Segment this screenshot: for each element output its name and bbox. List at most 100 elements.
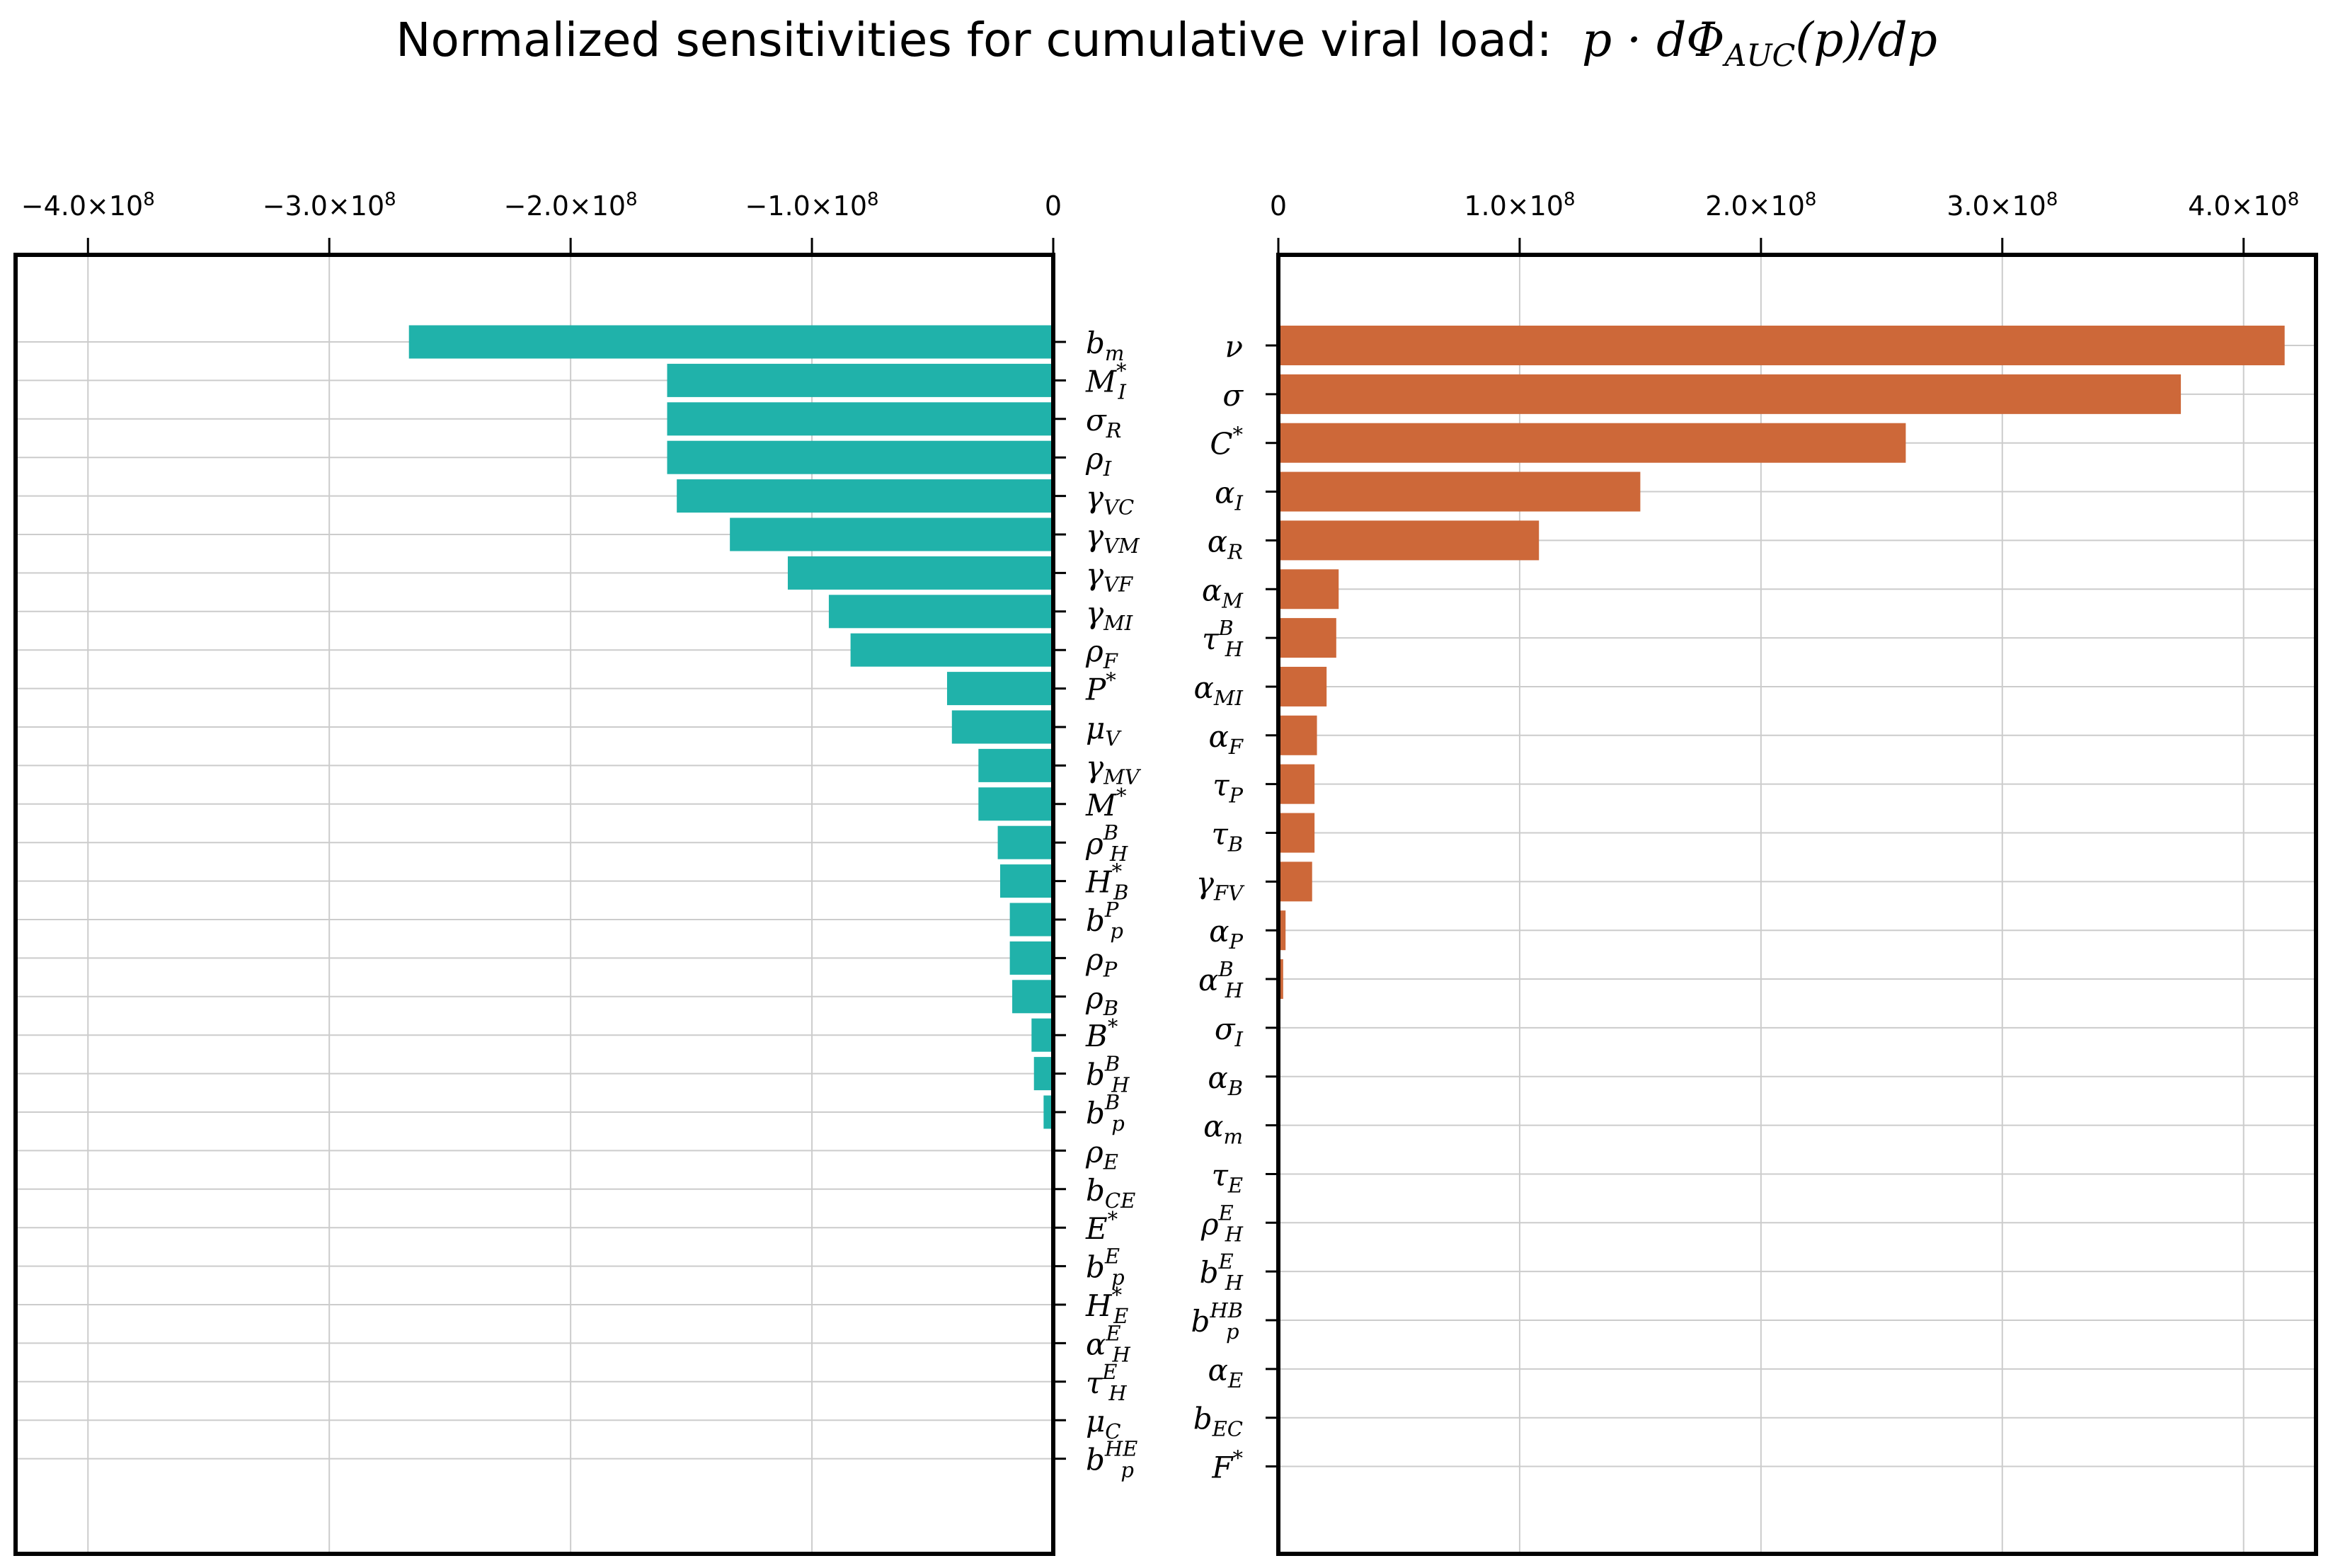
plot-frame xyxy=(13,253,1055,1556)
category-label: σI xyxy=(1215,1012,1244,1051)
bar xyxy=(946,672,1053,706)
x-tick-label: −4.0×108 xyxy=(21,189,155,222)
category-label: C* xyxy=(1210,423,1243,462)
category-label: H* B xyxy=(1085,859,1128,905)
category-label: γVM xyxy=(1086,518,1140,558)
category-label: bHB p xyxy=(1191,1298,1244,1344)
category-label: ρI xyxy=(1085,441,1112,481)
bar xyxy=(1278,764,1315,804)
bar xyxy=(1278,471,1641,512)
category-label: τB xyxy=(1211,817,1243,857)
plot-frame xyxy=(1276,253,2318,1556)
bar xyxy=(1278,618,1336,658)
category-label: ν xyxy=(1225,329,1243,364)
category-label: bB p xyxy=(1086,1090,1125,1135)
category-label: bE H xyxy=(1200,1249,1244,1295)
category-label: B* xyxy=(1085,1014,1118,1053)
bar xyxy=(667,363,1053,397)
category-label: ρB H xyxy=(1085,820,1128,866)
bar xyxy=(978,748,1053,782)
category-label: γVC xyxy=(1086,480,1134,520)
bar xyxy=(1033,1057,1053,1091)
category-label: E* xyxy=(1085,1207,1118,1246)
category-label: M* I xyxy=(1085,358,1127,404)
x-tick-label: 3.0×108 xyxy=(1947,189,2058,222)
category-label: σ xyxy=(1222,378,1244,413)
bar xyxy=(1009,941,1053,975)
x-tick-label: 2.0×108 xyxy=(1705,189,1816,222)
bar xyxy=(667,402,1053,436)
category-label: σR xyxy=(1086,403,1122,442)
bar xyxy=(1031,1018,1053,1052)
bar xyxy=(1278,715,1317,755)
bar xyxy=(1278,374,2182,414)
bar xyxy=(1278,666,1327,706)
bar xyxy=(408,325,1053,359)
category-label: τE H xyxy=(1086,1360,1127,1405)
bar xyxy=(1278,520,1540,561)
panel-right: 0 1.0×108 2.0×108 3.0×108 4.0×108 νσ C* αI αR αM τ… xyxy=(1191,189,2318,1556)
category-label: ρE xyxy=(1085,1134,1118,1174)
category-label: bEC xyxy=(1193,1402,1243,1441)
category-label: H* E xyxy=(1085,1283,1128,1328)
chart-title: Normalized sensitivities for cumulative … xyxy=(396,13,1937,74)
x-tick-label: −3.0×108 xyxy=(263,189,396,222)
category-label: αF xyxy=(1209,719,1244,759)
category-label: αM xyxy=(1202,573,1244,612)
bar xyxy=(1043,1095,1053,1129)
category-label: bB H xyxy=(1086,1052,1130,1097)
bar xyxy=(1012,980,1053,1014)
bar xyxy=(1278,326,2285,365)
bar xyxy=(677,479,1053,513)
category-label: αB H xyxy=(1198,957,1244,1002)
category-label: αE H xyxy=(1086,1321,1131,1366)
bar xyxy=(667,440,1053,474)
bar xyxy=(1278,423,1906,463)
category-label: F* xyxy=(1211,1446,1243,1485)
category-label: μC xyxy=(1086,1404,1121,1443)
bar xyxy=(730,517,1053,551)
x-tick-label: −1.0×108 xyxy=(745,189,879,222)
category-label: γMI xyxy=(1086,595,1133,635)
category-label: bCE xyxy=(1086,1173,1135,1213)
category-label: αP xyxy=(1209,914,1243,954)
bar xyxy=(1278,910,1286,951)
category-label: bP p xyxy=(1086,898,1123,943)
bar xyxy=(1278,862,1312,902)
category-label: τP xyxy=(1213,768,1243,808)
category-label: bHE p xyxy=(1086,1437,1137,1482)
category-label: γVF xyxy=(1086,556,1133,596)
bar xyxy=(997,825,1053,859)
category-label: P* xyxy=(1085,668,1116,707)
x-tick-label: 0 xyxy=(1270,190,1287,222)
x-tick-label: −2.0×108 xyxy=(504,189,638,222)
bar xyxy=(1278,569,1339,610)
category-label: τB H xyxy=(1202,616,1244,661)
x-tick-label: 4.0×108 xyxy=(2188,189,2299,222)
category-label: αI xyxy=(1215,476,1243,515)
bar xyxy=(978,787,1053,821)
category-label: bm xyxy=(1086,326,1124,365)
category-label: M* xyxy=(1085,784,1127,823)
category-label: μV xyxy=(1086,711,1122,750)
category-label: ρE H xyxy=(1200,1201,1244,1246)
bar xyxy=(1278,959,1283,1000)
category-label: γFV xyxy=(1196,865,1245,905)
bar xyxy=(951,710,1053,744)
bar xyxy=(828,595,1053,629)
category-label: αE xyxy=(1208,1353,1243,1392)
category-label: bE p xyxy=(1086,1244,1125,1290)
category-label: αB xyxy=(1208,1060,1243,1100)
bar xyxy=(787,556,1053,590)
category-label: αm xyxy=(1203,1109,1243,1149)
category-label: ρP xyxy=(1085,942,1118,981)
panel-left: −4.0×108 −3.0×108 −2.0×108 −1.0×108 0 bmM* IσR… xyxy=(13,189,1142,1556)
x-tick-label: 0 xyxy=(1045,190,1062,222)
category-label: γMV xyxy=(1086,749,1142,789)
category-label: αMI xyxy=(1193,670,1243,710)
bar xyxy=(1278,813,1315,853)
bar xyxy=(850,633,1053,667)
category-label: αR xyxy=(1208,524,1243,563)
bar xyxy=(1009,903,1053,937)
